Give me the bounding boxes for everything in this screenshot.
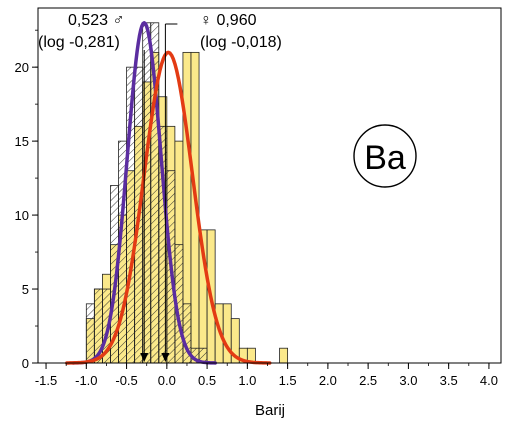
female-annotation-log: (log -0,018): [200, 34, 282, 51]
x-tick-label: 3.0: [399, 373, 417, 388]
plot-frame: [37, 7, 502, 364]
male-curve: [71, 21, 217, 365]
x-tick-label: -1.0: [75, 373, 97, 388]
x-tick-label: 1.5: [279, 373, 297, 388]
axes: [37, 7, 502, 364]
x-axis-ticks: -1.5 -1.0 -0.5 0.0 0.5 1.0 1.5 2.0 2.5 3.0 3.5 4.0: [35, 363, 498, 388]
x-tick-label: 0.5: [198, 373, 216, 388]
x-tick-label: 4.0: [480, 373, 498, 388]
female-bar: [222, 303, 232, 364]
distribution-curves: [65, 21, 272, 365]
male-bar: [85, 303, 95, 364]
y-tick-label: 10: [15, 208, 29, 223]
y-axis-ticks: 0 5 10 15 20: [15, 29, 38, 371]
female-mean-arrow: [161, 353, 170, 362]
x-tick-label: -0.5: [115, 373, 137, 388]
y-tick-label: 5: [22, 282, 29, 297]
y-tick-label: 15: [15, 134, 29, 149]
x-tick-label: 2.5: [359, 373, 377, 388]
male-annotation-log: (log -0,281): [38, 34, 120, 51]
x-axis-label: Barij: [255, 402, 285, 419]
x-tick-label: -1.5: [35, 373, 57, 388]
element-badge-label: Ba: [364, 139, 406, 177]
x-tick-label: 1.0: [238, 373, 256, 388]
x-tick-label: 0.0: [158, 373, 176, 388]
female-bar: [279, 347, 289, 364]
x-tick-label: 3.5: [440, 373, 458, 388]
element-badge: Ba: [353, 124, 417, 188]
female-curve: [65, 50, 272, 365]
male-annotation-value: 0,523 ♂: [68, 12, 124, 29]
y-tick-label: 0: [22, 356, 29, 371]
mean-annotations: 0,523 ♂ (log -0,281) ♀ 0,960 (log -0,018…: [38, 12, 282, 362]
element-badge-circle: [353, 124, 417, 188]
female-annotation-value: ♀ 0,960: [200, 12, 257, 29]
y-tick-label: 20: [15, 60, 29, 75]
male-mean-arrow: [140, 353, 149, 362]
x-tick-label: 2.0: [319, 373, 337, 388]
